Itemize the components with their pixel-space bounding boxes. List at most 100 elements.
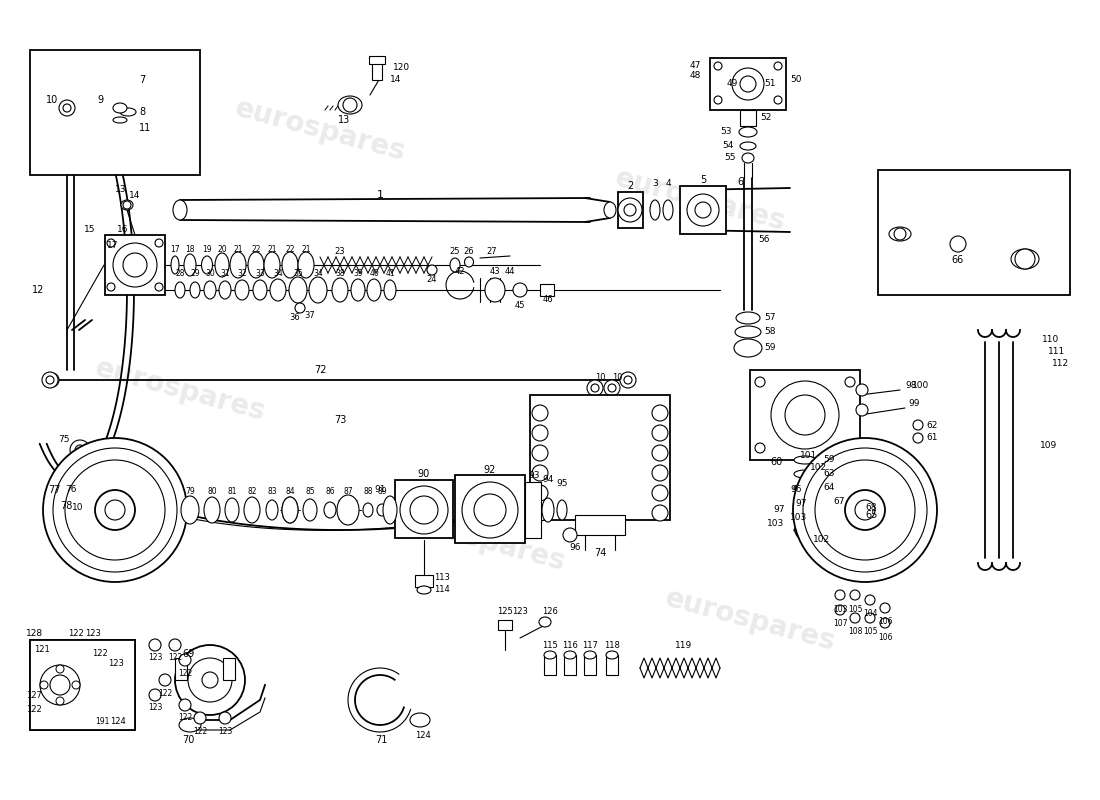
Text: 88: 88 (363, 487, 373, 497)
Circle shape (59, 100, 75, 116)
Ellipse shape (739, 127, 757, 137)
Ellipse shape (604, 202, 616, 218)
Text: 84: 84 (285, 487, 295, 497)
Text: 52: 52 (760, 114, 771, 122)
Ellipse shape (742, 153, 754, 163)
Text: 17: 17 (108, 241, 119, 250)
Circle shape (652, 485, 668, 501)
Text: 19: 19 (202, 245, 212, 254)
Ellipse shape (584, 651, 596, 659)
Bar (710, 58, 786, 110)
Ellipse shape (564, 651, 576, 659)
Text: 99: 99 (908, 398, 920, 407)
Text: 33: 33 (255, 270, 265, 278)
Circle shape (894, 228, 906, 240)
Circle shape (591, 384, 600, 392)
Text: 122: 122 (178, 669, 192, 678)
Ellipse shape (244, 497, 260, 523)
Text: 115: 115 (542, 641, 558, 650)
Text: 54: 54 (722, 142, 734, 150)
Ellipse shape (794, 484, 816, 492)
Circle shape (950, 236, 966, 252)
Text: 113: 113 (434, 573, 450, 582)
Ellipse shape (204, 497, 220, 523)
Circle shape (620, 372, 636, 388)
Circle shape (845, 377, 855, 387)
Ellipse shape (214, 253, 229, 277)
Text: 36: 36 (289, 314, 300, 322)
Text: 44: 44 (505, 267, 515, 277)
Ellipse shape (1011, 249, 1040, 269)
Circle shape (532, 445, 548, 461)
Text: 62: 62 (926, 421, 937, 430)
Text: 17: 17 (170, 245, 179, 254)
Circle shape (532, 505, 548, 521)
Circle shape (793, 438, 937, 582)
Circle shape (72, 681, 80, 689)
Ellipse shape (606, 651, 618, 659)
Circle shape (160, 674, 170, 686)
Text: 83: 83 (267, 487, 277, 497)
Text: 59: 59 (823, 455, 835, 465)
Circle shape (202, 672, 218, 688)
Circle shape (462, 482, 518, 538)
Ellipse shape (182, 496, 199, 524)
Text: 122: 122 (168, 654, 183, 662)
Bar (104, 235, 165, 295)
Text: 121: 121 (34, 646, 50, 654)
Text: 28: 28 (175, 270, 185, 278)
Text: 72: 72 (314, 365, 327, 375)
Text: 124: 124 (415, 730, 431, 739)
Circle shape (785, 395, 825, 435)
Text: 15: 15 (85, 226, 96, 234)
Circle shape (179, 699, 191, 711)
Ellipse shape (309, 277, 327, 303)
Circle shape (755, 443, 764, 453)
Circle shape (695, 202, 711, 218)
Ellipse shape (170, 256, 179, 274)
Circle shape (63, 104, 72, 112)
Text: 77: 77 (48, 485, 60, 495)
Text: 21: 21 (233, 245, 243, 254)
Circle shape (532, 425, 548, 441)
Ellipse shape (264, 252, 280, 278)
Circle shape (56, 665, 64, 673)
Ellipse shape (889, 227, 911, 241)
Text: 10: 10 (595, 374, 605, 382)
Circle shape (107, 239, 116, 247)
Ellipse shape (557, 500, 566, 520)
Circle shape (774, 96, 782, 104)
Text: 89: 89 (377, 487, 387, 497)
Text: 95: 95 (557, 479, 568, 489)
Circle shape (194, 712, 206, 724)
Text: 29: 29 (190, 270, 200, 278)
Circle shape (865, 595, 874, 605)
Text: 65: 65 (865, 510, 878, 520)
Bar (544, 655, 556, 675)
Ellipse shape (794, 498, 816, 506)
Text: 18: 18 (185, 245, 195, 254)
Text: 67: 67 (833, 498, 845, 506)
Text: 123: 123 (108, 659, 124, 669)
Text: 6: 6 (737, 177, 744, 187)
Text: 111: 111 (1048, 347, 1065, 357)
Text: 8: 8 (139, 107, 145, 117)
Text: 122: 122 (158, 689, 172, 698)
Text: 116: 116 (562, 641, 578, 650)
Bar (30, 50, 200, 175)
Circle shape (920, 517, 929, 527)
Bar (680, 186, 726, 234)
Ellipse shape (204, 281, 216, 299)
Circle shape (845, 443, 855, 453)
Circle shape (45, 373, 59, 387)
Circle shape (688, 194, 719, 226)
Text: 123: 123 (218, 726, 232, 735)
Ellipse shape (282, 497, 298, 523)
Text: 38: 38 (336, 270, 344, 278)
Text: 74: 74 (594, 548, 606, 558)
Text: 21: 21 (301, 245, 310, 254)
Text: 119: 119 (675, 641, 693, 650)
Circle shape (95, 490, 135, 530)
Text: 37: 37 (305, 311, 316, 321)
Text: 79: 79 (185, 487, 195, 497)
